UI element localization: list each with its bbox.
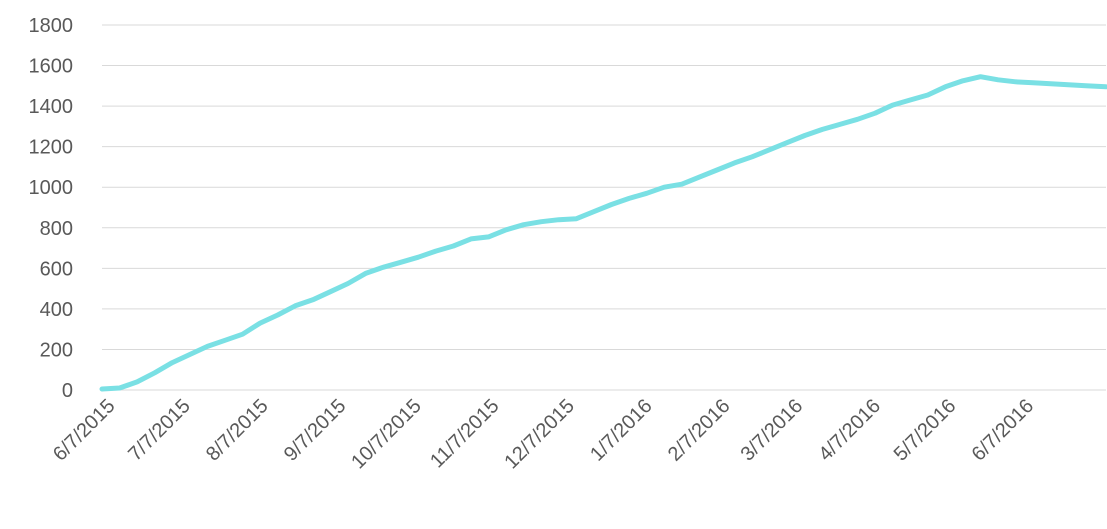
y-tick-label: 0 bbox=[62, 380, 73, 402]
x-tick-label: 9/7/2015 bbox=[280, 395, 351, 466]
x-tick-label: 5/7/2016 bbox=[890, 395, 961, 466]
x-tick-label: 1/7/2016 bbox=[586, 395, 657, 466]
y-tick-label: 800 bbox=[40, 218, 73, 240]
series-line-0 bbox=[99, 74, 1107, 392]
y-tick-label: 1600 bbox=[29, 56, 74, 78]
series-layer bbox=[99, 74, 1107, 392]
x-tick-label: 3/7/2016 bbox=[737, 395, 808, 466]
x-axis-tick-labels: 6/7/2015 7/7/2015 8/7/2015 9/7/201510/7/201… bbox=[49, 395, 1038, 473]
y-tick-label: 600 bbox=[40, 258, 73, 280]
y-tick-label: 1000 bbox=[29, 177, 74, 199]
x-tick-label: 2/7/2016 bbox=[664, 395, 735, 466]
x-tick-label: 4/7/2016 bbox=[814, 395, 885, 466]
y-tick-label: 1800 bbox=[29, 15, 74, 37]
x-tick-label: 6/7/2016 bbox=[968, 395, 1039, 466]
x-tick-label: 8/7/2015 bbox=[202, 395, 273, 466]
x-tick-label: 10/7/2015 bbox=[347, 395, 425, 473]
y-tick-label: 400 bbox=[40, 299, 73, 321]
x-tick-label: 11/7/2015 bbox=[426, 395, 503, 472]
x-tick-label: 6/7/2015 bbox=[49, 395, 120, 466]
y-tick-label: 200 bbox=[40, 339, 73, 361]
y-axis-tick-labels: 0 200 400 600 800 1000 1200 1400 1600 1800 bbox=[29, 15, 74, 402]
x-tick-label: 7/7/2015 bbox=[124, 395, 195, 466]
x-tick-label: 12/7/2015 bbox=[500, 395, 578, 473]
y-tick-label: 1400 bbox=[29, 96, 74, 118]
y-tick-label: 1200 bbox=[29, 137, 74, 159]
gridlines bbox=[102, 24, 1106, 391]
